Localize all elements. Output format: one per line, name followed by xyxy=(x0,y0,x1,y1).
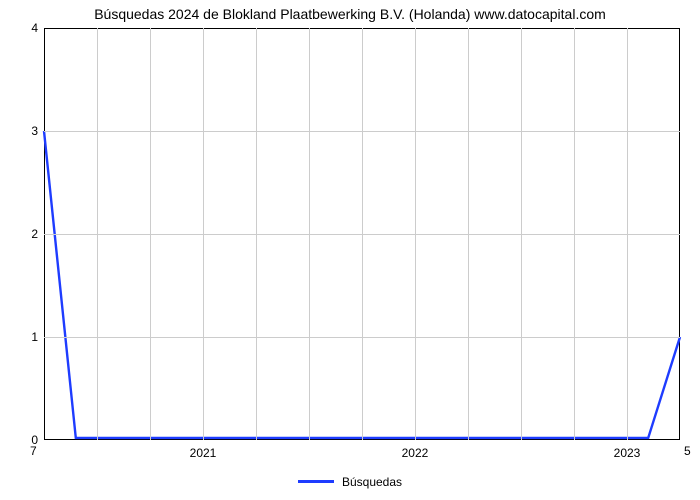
y-tick-label: 4 xyxy=(31,21,44,35)
legend-swatch xyxy=(298,480,334,483)
legend-item: Búsquedas xyxy=(298,475,402,489)
x-tick-label: 2021 xyxy=(190,440,217,460)
y-tick-label: 2 xyxy=(31,227,44,241)
chart-title: Búsquedas 2024 de Blokland Plaatbewerkin… xyxy=(0,6,700,22)
chart-container: Búsquedas 2024 de Blokland Plaatbewerkin… xyxy=(0,0,700,500)
plot-area: 01234202120222023 xyxy=(44,28,680,440)
y-tick-label: 3 xyxy=(31,124,44,138)
legend-label: Búsquedas xyxy=(342,475,402,489)
gridline-horizontal xyxy=(44,131,680,132)
corner-label-bottom-left: 7 xyxy=(30,444,37,458)
x-tick-label: 2023 xyxy=(614,440,641,460)
legend: Búsquedas xyxy=(0,472,700,489)
gridline-horizontal xyxy=(44,234,680,235)
x-tick-label: 2022 xyxy=(402,440,429,460)
y-tick-label: 1 xyxy=(31,330,44,344)
corner-label-bottom-right: 5 xyxy=(684,444,691,458)
gridline-horizontal xyxy=(44,337,680,338)
